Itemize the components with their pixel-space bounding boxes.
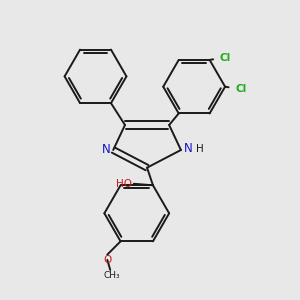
Text: N: N (101, 143, 110, 156)
Text: H: H (196, 143, 204, 154)
Text: N: N (184, 142, 193, 155)
Text: HO: HO (116, 179, 132, 189)
Text: Cl: Cl (220, 52, 231, 63)
Text: CH₃: CH₃ (103, 272, 120, 280)
Text: Cl: Cl (236, 84, 247, 94)
Text: O: O (103, 255, 111, 265)
